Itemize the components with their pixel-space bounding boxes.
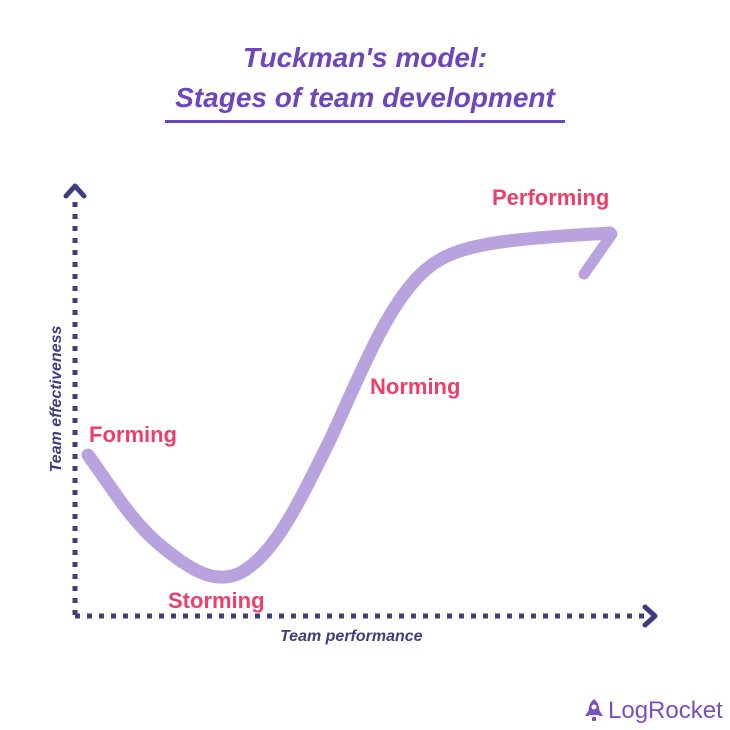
logo-text: LogRocket: [608, 697, 723, 724]
curve-arrowhead: [578, 228, 618, 280]
title-underline: [165, 120, 565, 123]
stage-storming: Storming: [168, 588, 265, 613]
x-axis-arrowhead: [642, 604, 658, 628]
rocket-icon: [585, 699, 603, 721]
stage-forming: Forming: [89, 422, 177, 447]
development-curve: [81, 226, 617, 584]
stage-norming: Norming: [370, 374, 461, 399]
stage-performing: Performing: [492, 185, 610, 210]
title-line-2: Stages of team development: [175, 82, 555, 113]
y-axis-arrowhead: [63, 183, 87, 199]
title-line-1: Tuckman's model:: [242, 42, 488, 73]
x-axis-label: Team performance: [280, 628, 423, 645]
y-axis-label: Team effectiveness: [48, 325, 65, 473]
logo: LogRocket: [584, 697, 723, 725]
